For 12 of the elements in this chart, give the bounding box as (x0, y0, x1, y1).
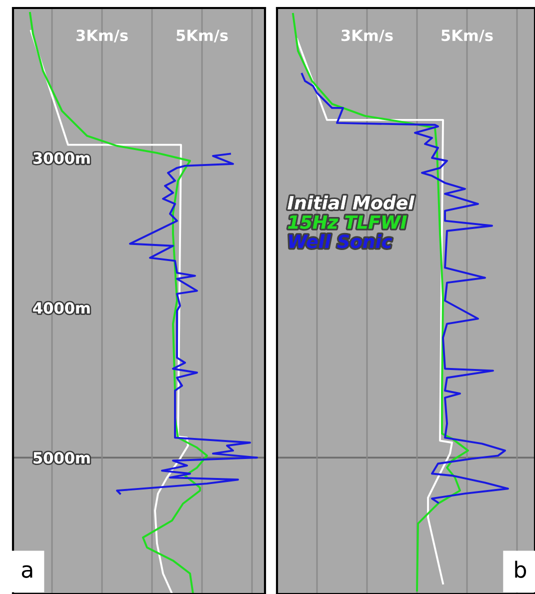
annotation: a (22, 565, 32, 578)
y-tick-label: 4000m (33, 302, 90, 314)
x-tick-label: 3Km/s (76, 30, 128, 42)
series-label: Initial Model (288, 196, 414, 210)
x-tick-label: 5Km/s (176, 30, 228, 42)
annotation: b (515, 560, 526, 578)
x-tick-label: 5Km/s (442, 30, 493, 42)
x-tick-label: 3Km/s (341, 30, 393, 42)
y-tick-label: 5000m (34, 452, 90, 464)
text: Well Sonic (289, 234, 392, 248)
y-tick-label: 3000m (33, 152, 90, 164)
series-label: 15Hz TLFWI (288, 215, 407, 229)
